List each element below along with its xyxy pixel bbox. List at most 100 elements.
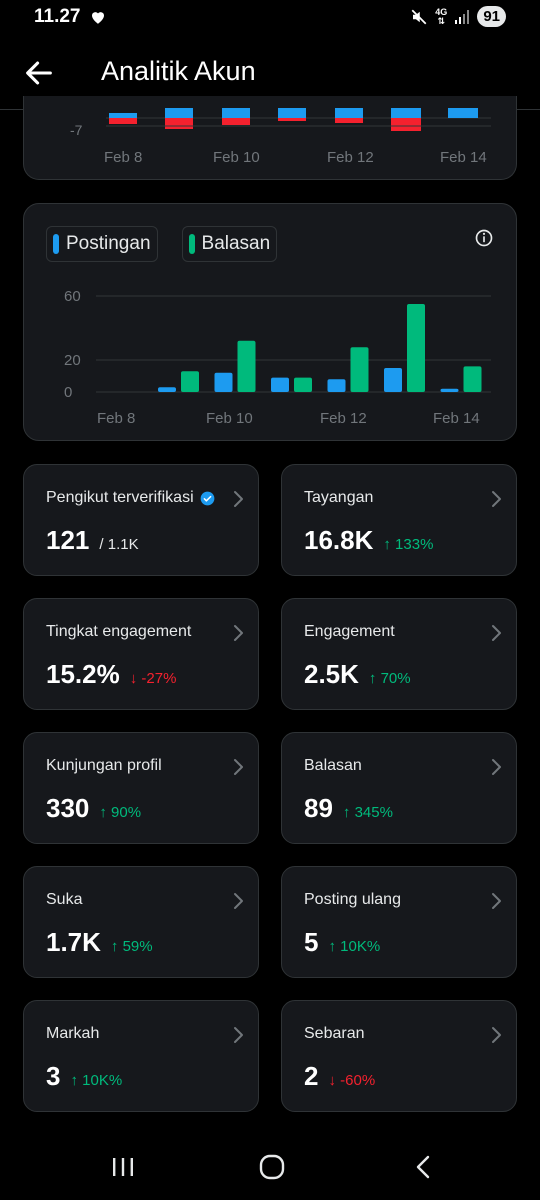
metric-label-text: Suka (46, 891, 83, 908)
metric-tile[interactable]: Markah 3 ↑ 10K% (23, 1000, 259, 1112)
x-tick-label: Feb 14 (433, 410, 480, 427)
legend-label: Balasan (201, 233, 271, 254)
metric-value-row: 15.2% ↓ -27% (46, 659, 176, 690)
status-bar: 11.27 4G ⇅ 91 (0, 0, 540, 36)
metric-value: 89 (304, 793, 333, 823)
metric-tile-label: Suka (46, 891, 82, 909)
legend-postingan[interactable]: Postingan (46, 226, 158, 262)
metric-tile[interactable]: Tayangan 16.8K ↑ 133% (281, 464, 517, 576)
top-x-label: Feb 14 (440, 149, 487, 166)
chevron-right-icon (492, 893, 501, 909)
metric-tile-label: Kunjungan profil (46, 757, 162, 775)
metric-value: 330 (46, 793, 90, 823)
y-tick-label: 0 (64, 384, 72, 401)
metric-tile[interactable]: Posting ulang 5 ↑ 10K% (281, 866, 517, 978)
x-tick-label: Feb 10 (206, 410, 253, 427)
metric-value-row: 89 ↑ 345% (304, 793, 393, 824)
legend-swatch-balasan (188, 234, 195, 254)
signal-icon (455, 9, 470, 24)
bar-balasan[interactable] (237, 340, 256, 392)
metric-value: 2 (304, 1061, 319, 1091)
mute-icon (411, 9, 427, 24)
verified-badge-icon (200, 491, 214, 505)
page-title: Analitik Akun (101, 56, 256, 86)
metric-value: 15.2% (46, 659, 120, 689)
chevron-right-icon (492, 625, 501, 641)
bar-postingan[interactable] (158, 387, 176, 392)
chevron-right-icon (492, 759, 501, 775)
metric-change: ↑ 10K% (328, 938, 381, 955)
metric-value: 2.5K (304, 659, 359, 689)
bar-postingan[interactable] (440, 388, 459, 392)
metric-label-text: Engagement (304, 623, 395, 640)
recent-apps-icon[interactable] (108, 1152, 138, 1182)
metric-label-text: Kunjungan profil (46, 757, 162, 774)
x-tick-label: Feb 12 (320, 410, 367, 427)
metric-tile[interactable]: Kunjungan profil 330 ↑ 90% (23, 732, 259, 844)
info-icon[interactable] (474, 228, 494, 248)
metric-label-text: Sebaran (304, 1025, 365, 1042)
metric-label-text: Pengikut terverifikasi (46, 489, 194, 506)
x-tick-label: Feb 8 (97, 410, 135, 427)
metric-value: 1.7K (46, 927, 101, 957)
status-icons: 4G ⇅ 91 (410, 6, 506, 27)
chart-legend: Postingan Balasan (46, 226, 278, 262)
bar-postingan[interactable] (214, 372, 233, 392)
bar-postingan[interactable] (384, 368, 402, 392)
top-bar (335, 108, 363, 118)
metric-tile[interactable]: Engagement 2.5K ↑ 70% (281, 598, 517, 710)
top-bar-negative (391, 118, 421, 131)
metric-label-text: Tayangan (304, 489, 374, 506)
bar-balasan[interactable] (463, 366, 482, 392)
metric-value: 3 (46, 1061, 61, 1091)
top-bar (109, 113, 137, 118)
metric-tile[interactable]: Tingkat engagement 15.2% ↓ -27% (23, 598, 259, 710)
bar-balasan[interactable] (407, 304, 425, 392)
legend-balasan[interactable]: Balasan (181, 226, 278, 262)
metric-change: ↑ 59% (110, 938, 153, 955)
legend-label: Postingan (66, 233, 151, 254)
metric-value-row: 330 ↑ 90% (46, 793, 141, 824)
metric-value-row: 5 ↑ 10K% (304, 927, 380, 958)
metric-tile[interactable]: Pengikut terverifikasi 121 / 1.1K (23, 464, 259, 576)
metric-change: ↓ -27% (129, 670, 177, 687)
metric-tile[interactable]: Suka 1.7K ↑ 59% (23, 866, 259, 978)
metric-label-text: Posting ulang (304, 891, 401, 908)
chevron-right-icon (492, 491, 501, 507)
metric-value-row: 1.7K ↑ 59% (46, 927, 153, 958)
top-bar-negative (222, 118, 250, 125)
chevron-right-icon (234, 1027, 243, 1043)
metric-label-text: Markah (46, 1025, 100, 1042)
metric-tile-label: Engagement (304, 623, 395, 641)
bar-postingan[interactable] (271, 377, 289, 392)
activity-chart-card: Postingan Balasan 60 20 0 Feb 8 Feb 10 Feb 12… (23, 203, 517, 441)
bar-balasan[interactable] (350, 347, 369, 392)
top-bar (448, 108, 478, 118)
top-bar (165, 108, 193, 118)
arrow-left-icon[interactable] (22, 56, 56, 90)
home-icon[interactable] (257, 1152, 287, 1182)
metric-value: 16.8K (304, 525, 374, 555)
chevron-right-icon (234, 893, 243, 909)
metric-tile-label: Pengikut terverifikasi (46, 489, 215, 507)
metric-change: ↑ 345% (342, 804, 393, 821)
y-tick-label: 20 (64, 352, 81, 369)
metric-label-text: Balasan (304, 757, 362, 774)
metric-value: 121 (46, 525, 90, 555)
metric-tile-label: Tayangan (304, 489, 373, 507)
metric-tile-label: Sebaran (304, 1025, 365, 1043)
bar-balasan[interactable] (181, 371, 199, 392)
metric-value-row: 2 ↓ -60% (304, 1061, 375, 1092)
back-icon[interactable] (408, 1152, 438, 1182)
data-arrows-icon: ⇅ (437, 15, 446, 26)
bar-postingan[interactable] (327, 379, 346, 392)
metric-tile[interactable]: Balasan 89 ↑ 345% (281, 732, 517, 844)
metric-tile[interactable]: Sebaran 2 ↓ -60% (281, 1000, 517, 1112)
y-tick-label: 60 (64, 288, 81, 305)
metric-subvalue: / 1.1K (99, 536, 139, 553)
metric-value-row: 121 / 1.1K (46, 525, 139, 556)
metric-value: 5 (304, 927, 319, 957)
metric-tile-label: Balasan (304, 757, 362, 775)
bar-balasan[interactable] (294, 377, 312, 392)
heart-icon (92, 12, 104, 24)
